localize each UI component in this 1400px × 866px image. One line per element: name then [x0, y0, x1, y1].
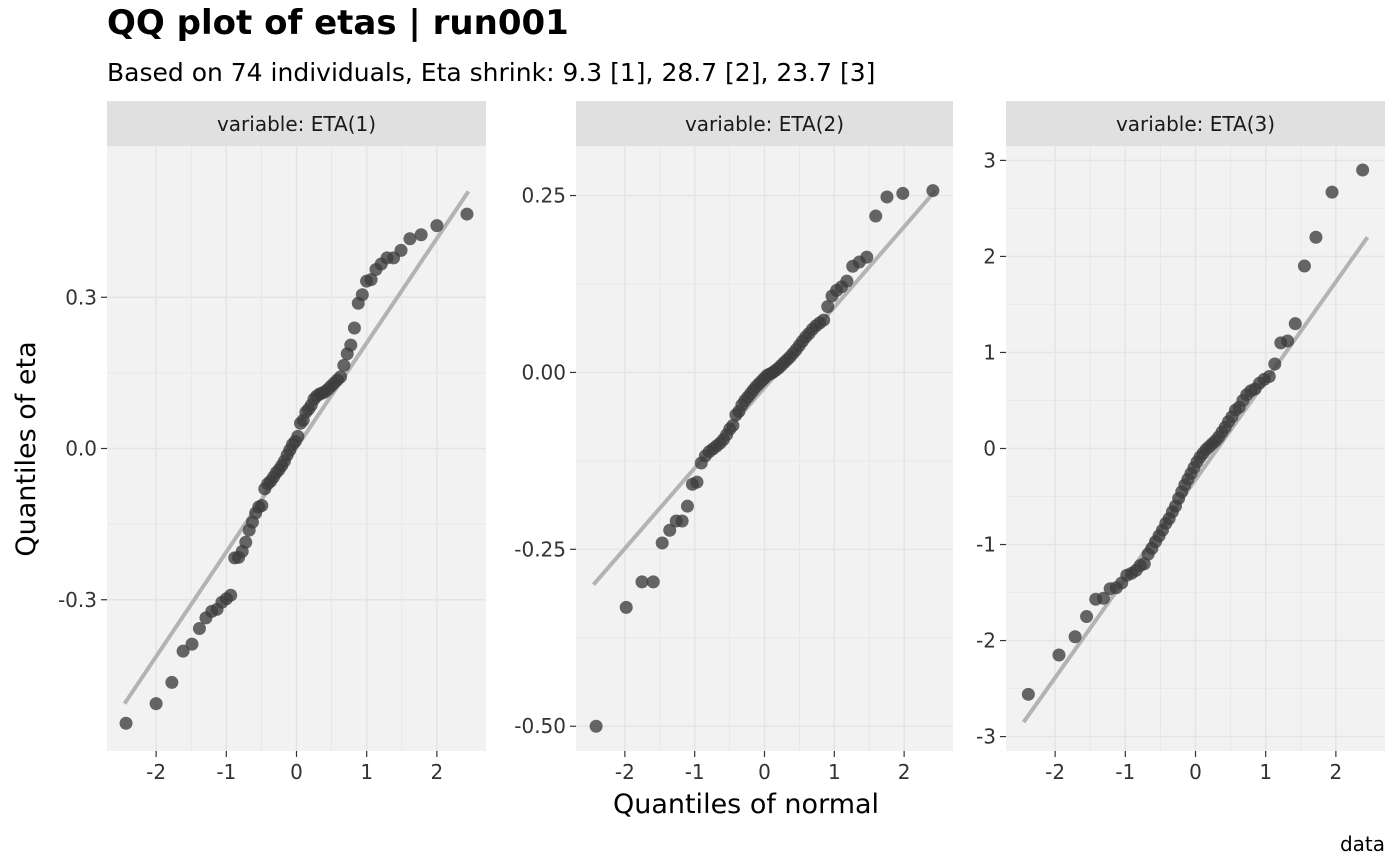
qq-point	[1356, 163, 1370, 177]
x-tick-label: -1	[216, 760, 236, 784]
qq-point	[414, 228, 428, 242]
qq-point	[149, 697, 163, 711]
qq-point	[176, 644, 190, 658]
qq-point	[1268, 357, 1282, 371]
qq-point	[680, 499, 694, 513]
y-tick-label: 0.0	[65, 437, 97, 461]
qq-point	[430, 219, 444, 233]
qq-point	[1021, 687, 1035, 701]
qq-point	[635, 575, 649, 589]
x-tick-label: 1	[1259, 760, 1272, 784]
qq-point	[926, 184, 940, 198]
y-tick-label: 0	[983, 437, 996, 461]
qq-point	[1262, 369, 1276, 383]
x-tick-label: 2	[1330, 760, 1343, 784]
x-tick-label: 2	[898, 760, 911, 784]
qq-point	[860, 250, 874, 264]
qq-point	[255, 498, 269, 512]
qq-point	[403, 232, 417, 246]
qq-point	[655, 536, 669, 550]
qq-point	[663, 523, 677, 537]
y-axis-label: Quantiles of eta	[11, 341, 42, 556]
qq-reference-line	[591, 189, 938, 587]
qq-point	[675, 514, 689, 528]
qq-point	[896, 186, 910, 200]
qq-point	[185, 637, 199, 651]
x-tick-label: -1	[685, 760, 705, 784]
y-tick-label: 0.00	[521, 360, 566, 384]
qq-point	[364, 273, 378, 287]
facet-strip-label: variable: ETA(2)	[685, 112, 844, 136]
x-tick-label: 1	[360, 760, 373, 784]
y-tick-label: 3	[983, 148, 996, 172]
qq-reference-line	[1021, 236, 1370, 724]
qq-point	[1080, 610, 1094, 624]
facet-strip	[576, 101, 953, 146]
caption: data	[1340, 832, 1385, 856]
qq-point	[869, 209, 883, 223]
qq-point	[239, 535, 253, 549]
x-tick-label: 0	[758, 760, 771, 784]
x-tick-label: -2	[1045, 760, 1065, 784]
qq-point	[589, 719, 603, 733]
qq-point	[347, 321, 361, 335]
x-tick-label: 0	[290, 760, 303, 784]
qq-point	[1052, 648, 1066, 662]
x-tick-label: 1	[828, 760, 841, 784]
x-tick-label: 0	[1189, 760, 1202, 784]
facet-panels: variable: ETA(1)-2 -1 0 1 2-0.30.00.3variabl…	[58, 101, 1385, 784]
y-tick-label: -0.25	[514, 537, 566, 561]
qq-point	[1309, 230, 1323, 244]
x-tick-label: -1	[1115, 760, 1135, 784]
y-tick-label: -1	[976, 533, 996, 557]
y-tick-label: -3	[976, 725, 996, 749]
qq-point	[619, 600, 633, 614]
chart-subtitle: Based on 74 individuals, Eta shrink: 9.3…	[107, 58, 875, 87]
qq-point	[334, 370, 348, 384]
qq-point	[880, 190, 894, 204]
y-tick-label: 1	[983, 340, 996, 364]
qq-point	[337, 358, 351, 372]
qq-point	[646, 575, 660, 589]
y-tick-label: -0.3	[58, 588, 97, 612]
chart-title: QQ plot of etas | run001	[107, 3, 569, 43]
y-tick-label: -2	[976, 629, 996, 653]
facet-strip-label: variable: ETA(3)	[1116, 112, 1275, 136]
y-tick-label: -0.50	[514, 714, 566, 738]
facet-strip	[1006, 101, 1385, 146]
qq-point	[355, 288, 369, 302]
qq-point	[1096, 591, 1110, 605]
qq-point	[394, 243, 408, 257]
facet-panel-2: variable: ETA(2) -2 -1 0 1 2 -0.50 -0.25 0.00 0.2…	[514, 101, 953, 784]
qq-point	[192, 621, 206, 635]
x-tick-label: 2	[431, 760, 444, 784]
qq-point	[119, 716, 133, 730]
qq-point	[690, 475, 704, 489]
facet-strip-label: variable: ETA(1)	[217, 112, 376, 136]
qq-point	[1068, 630, 1082, 644]
x-tick-label: -2	[615, 760, 635, 784]
y-tick-label: 0.3	[65, 285, 97, 309]
qq-point	[1325, 185, 1339, 199]
qq-point	[344, 338, 358, 352]
qq-point	[224, 588, 238, 602]
qq-point	[460, 207, 474, 221]
qq-point	[1297, 259, 1311, 273]
facet-panel-3: variable: ETA(3) -2 -1 0 1 2 -3 -2 -1 0 1 2 3	[976, 101, 1385, 784]
facet-panel-1: variable: ETA(1) -2 -1 0 1 2 -0.3 0.0 0.3	[58, 101, 486, 784]
x-tick-label: -2	[146, 760, 166, 784]
qq-point	[291, 429, 305, 443]
qq-point	[1288, 317, 1302, 331]
x-axis-label: Quantiles of normal	[613, 789, 879, 820]
qq-point	[840, 274, 854, 288]
qq-point	[817, 313, 831, 327]
y-tick-label: 0.25	[521, 184, 566, 208]
qq-point	[821, 300, 835, 314]
qq-point	[1281, 334, 1295, 348]
facet-strip	[107, 101, 486, 146]
qq-point	[165, 675, 179, 689]
y-tick-label: 2	[983, 244, 996, 268]
qq-point	[726, 419, 740, 433]
